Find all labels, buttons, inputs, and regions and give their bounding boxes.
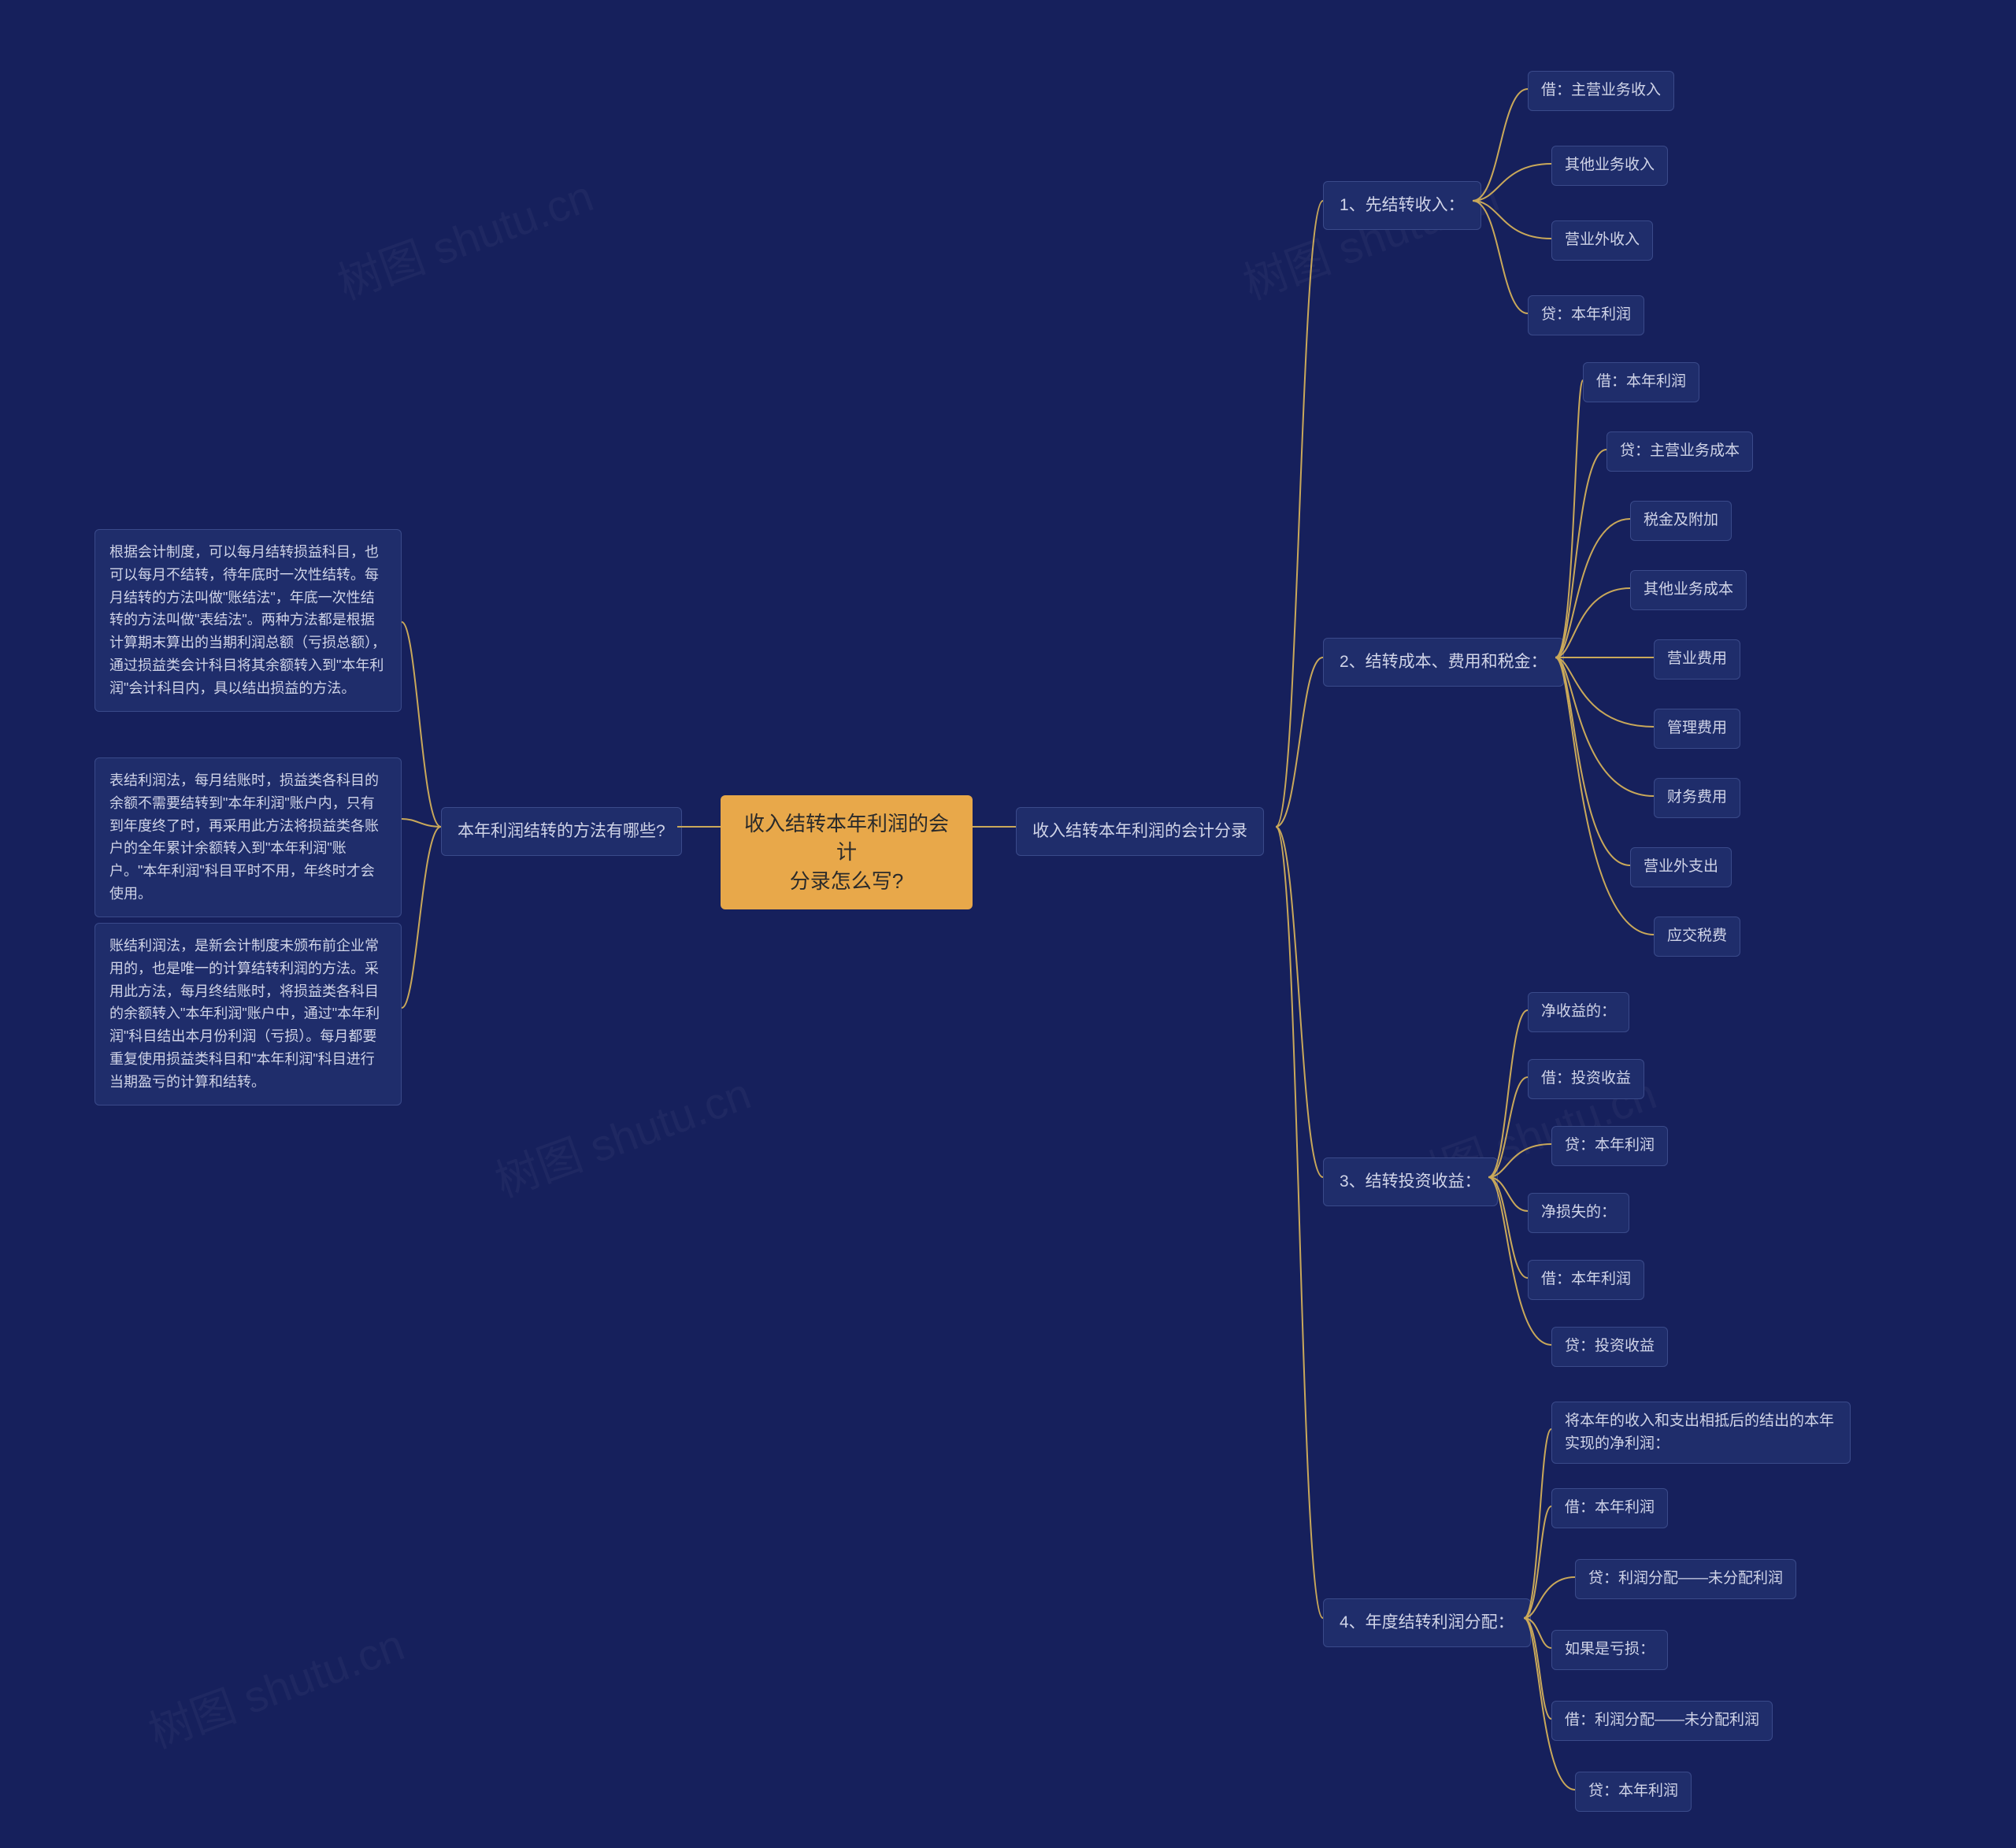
watermark: 树图 shutu.cn xyxy=(139,1609,412,1761)
right-branch: 收入结转本年利润的会计分录 xyxy=(1016,807,1264,856)
g2-item-2: 税金及附加 xyxy=(1630,501,1732,541)
g4-item-1: 借：本年利润 xyxy=(1551,1488,1668,1528)
group-3: 3、结转投资收益： xyxy=(1323,1157,1498,1206)
g2-item-7: 营业外支出 xyxy=(1630,847,1732,887)
watermark: 树图 shutu.cn xyxy=(485,1058,758,1209)
g4-item-4: 借：利润分配——未分配利润 xyxy=(1551,1701,1773,1741)
g4-item-2: 贷：利润分配——未分配利润 xyxy=(1575,1559,1796,1599)
g1-item-0: 借：主营业务收入 xyxy=(1528,71,1674,111)
g4-item-0: 将本年的收入和支出相抵后的结出的本年实现的净利润： xyxy=(1551,1402,1851,1464)
g4-item-5: 贷：本年利润 xyxy=(1575,1772,1692,1812)
left-branch: 本年利润结转的方法有哪些? xyxy=(441,807,682,856)
g2-item-1: 贷：主营业务成本 xyxy=(1606,431,1753,472)
g2-item-4: 营业费用 xyxy=(1654,639,1740,680)
left-para-1: 根据会计制度，可以每月结转损益科目，也可以每月不结转，待年底时一次性结转。每月结… xyxy=(94,529,402,712)
g4-item-3: 如果是亏损： xyxy=(1551,1630,1668,1670)
g2-item-8: 应交税费 xyxy=(1654,917,1740,957)
g2-item-0: 借：本年利润 xyxy=(1583,362,1699,402)
g3-item-4: 借：本年利润 xyxy=(1528,1260,1644,1300)
g1-item-1: 其他业务收入 xyxy=(1551,146,1668,186)
left-para-2: 表结利润法，每月结账时，损益类各科目的余额不需要结转到"本年利润"账户内，只有到… xyxy=(94,757,402,917)
watermark: 树图 shutu.cn xyxy=(328,161,601,312)
g3-item-2: 贷：本年利润 xyxy=(1551,1126,1668,1166)
root-line2: 分录怎么写? xyxy=(790,869,903,893)
mindmap-root: 收入结转本年利润的会计 分录怎么写? xyxy=(721,795,973,909)
g2-item-6: 财务费用 xyxy=(1654,778,1740,818)
g3-item-3: 净损失的： xyxy=(1528,1193,1629,1233)
g1-item-2: 营业外收入 xyxy=(1551,220,1653,261)
g3-item-1: 借：投资收益 xyxy=(1528,1059,1644,1099)
g3-item-0: 净收益的： xyxy=(1528,992,1629,1032)
group-1: 1、先结转收入： xyxy=(1323,181,1481,230)
group-2: 2、结转成本、费用和税金： xyxy=(1323,638,1564,687)
g3-item-5: 贷：投资收益 xyxy=(1551,1327,1668,1367)
root-line1: 收入结转本年利润的会计 xyxy=(744,812,949,864)
g2-item-3: 其他业务成本 xyxy=(1630,570,1747,610)
group-4: 4、年度结转利润分配： xyxy=(1323,1598,1531,1647)
g2-item-5: 管理费用 xyxy=(1654,709,1740,749)
left-para-3: 账结利润法，是新会计制度未颁布前企业常用的，也是唯一的计算结转利润的方法。采用此… xyxy=(94,923,402,1105)
g1-item-3: 贷：本年利润 xyxy=(1528,295,1644,335)
